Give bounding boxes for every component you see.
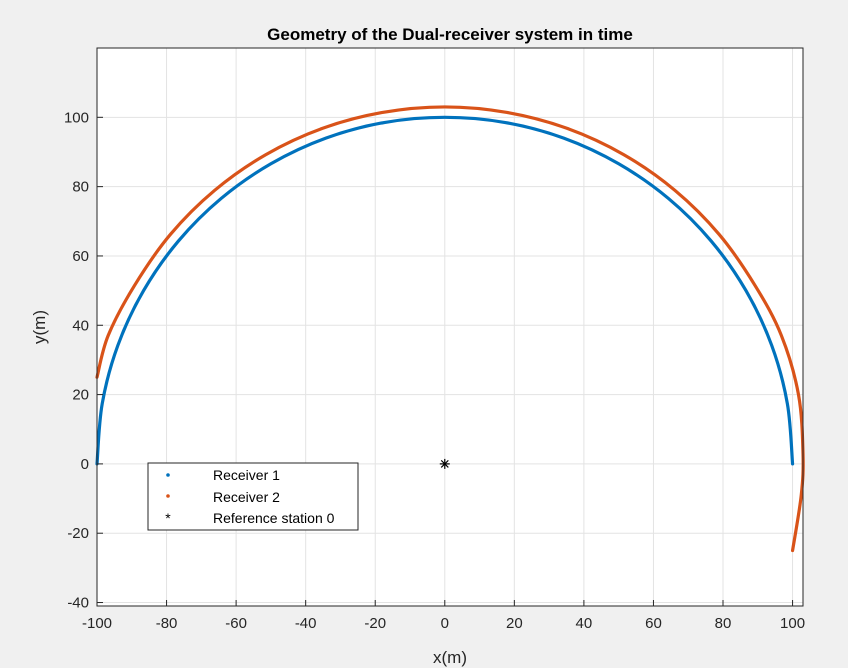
series-line-receiver-2 bbox=[95, 105, 805, 553]
x-tick-label: 60 bbox=[645, 615, 662, 632]
legend-box bbox=[147, 462, 359, 531]
y-tick-label: 100 bbox=[64, 109, 89, 126]
x-tick-label: -40 bbox=[295, 615, 317, 632]
x-axis-label: x(m) bbox=[433, 648, 467, 667]
series-layer bbox=[95, 105, 805, 553]
axes-box bbox=[96, 47, 804, 607]
point-reference-station-0 bbox=[439, 458, 450, 469]
y-axis-label: y(m) bbox=[30, 310, 49, 344]
y-tick-label: 20 bbox=[72, 387, 89, 404]
x-tick-label: -80 bbox=[156, 615, 178, 632]
series-line-receiver-1 bbox=[95, 115, 795, 466]
x-tick-label: 80 bbox=[715, 615, 732, 632]
legend: Receiver 1 Receiver 2 * Reference statio… bbox=[147, 462, 359, 531]
legend-label-reference-station: Reference station 0 bbox=[213, 510, 335, 526]
y-tick-label: -40 bbox=[67, 595, 89, 612]
ticks: -100 -80 -60 -40 -20 0 20 40 60 80 100 -40 -20 0 20 40 6… bbox=[64, 109, 805, 632]
x-tick-label: -100 bbox=[82, 615, 112, 632]
legend-marker-reference-station: * bbox=[165, 510, 171, 526]
legend-marker-receiver-2 bbox=[166, 494, 170, 498]
y-tick-label: 80 bbox=[72, 179, 89, 196]
x-tick-label: 0 bbox=[441, 615, 449, 632]
legend-marker-receiver-1 bbox=[166, 473, 170, 477]
x-tick-label: 40 bbox=[576, 615, 593, 632]
legend-label-receiver-1: Receiver 1 bbox=[213, 467, 280, 483]
x-tick-label: -60 bbox=[225, 615, 247, 632]
y-tick-label: 60 bbox=[72, 248, 89, 265]
y-tick-label: 40 bbox=[72, 317, 89, 334]
y-tick-label: 0 bbox=[81, 456, 89, 473]
y-tick-label: -20 bbox=[67, 525, 89, 542]
legend-label-receiver-2: Receiver 2 bbox=[213, 489, 280, 505]
chart-title: Geometry of the Dual-receiver system in … bbox=[267, 25, 633, 44]
grid bbox=[96, 48, 803, 606]
x-tick-label: 100 bbox=[780, 615, 805, 632]
x-tick-label: 20 bbox=[506, 615, 523, 632]
x-tick-label: -20 bbox=[364, 615, 386, 632]
